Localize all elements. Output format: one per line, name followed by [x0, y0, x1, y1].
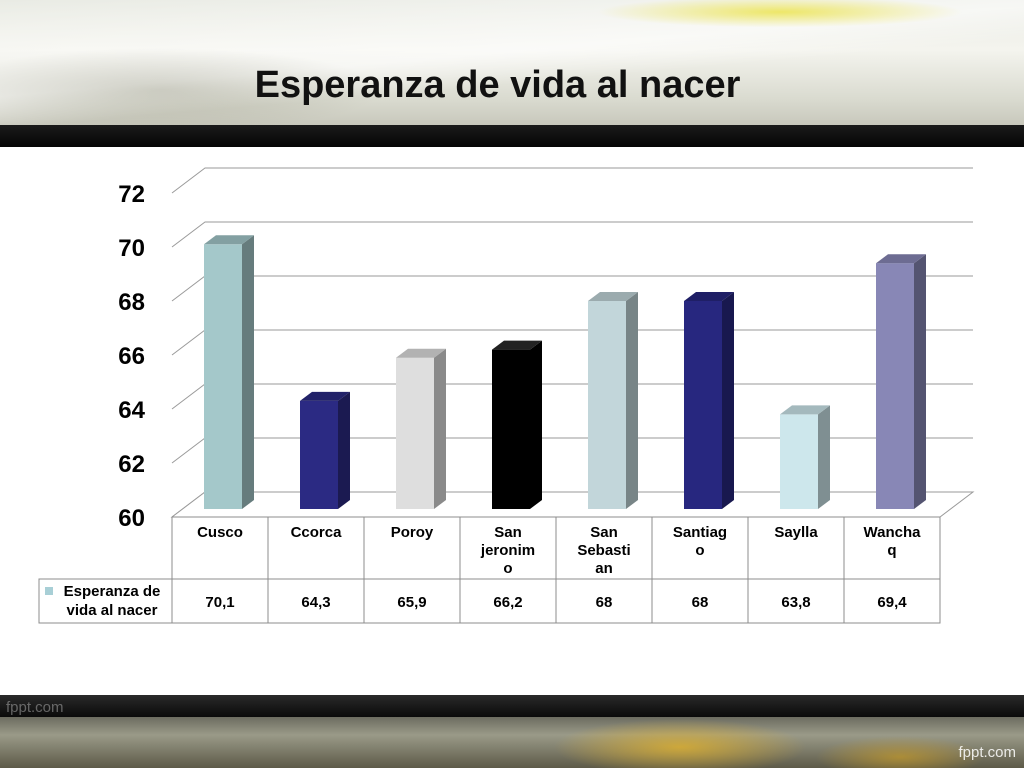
y-tick-label: 68	[118, 289, 145, 316]
y-tick-label: 66	[118, 343, 145, 370]
data-value-label: 64,3	[301, 594, 330, 611]
chart-back-wall	[170, 167, 975, 518]
data-value-label: 68	[692, 594, 709, 611]
y-tick-label: 60	[118, 505, 145, 532]
x-category-label: Wancha q	[864, 524, 922, 559]
data-value-label: 70,1	[205, 594, 234, 611]
y-tick-label: 64	[118, 397, 145, 424]
top-banner-streak	[0, 0, 1024, 125]
data-value-label: 66,2	[493, 594, 522, 611]
x-category-label: Ccorca	[291, 524, 343, 541]
chart-data-table: Cusco Ccorca Poroy San jeronim o San Sebasti an S…	[38, 516, 941, 624]
x-category-label: San jeronim o	[480, 524, 535, 577]
data-value-label: 69,4	[877, 594, 907, 611]
chart-bars	[204, 235, 926, 510]
x-category-label: San Sebasti an	[577, 524, 630, 577]
watermark-right: fppt.com	[958, 744, 1016, 761]
bottom-divider-bar	[0, 695, 1024, 717]
bar	[588, 292, 638, 509]
bottom-banner	[0, 717, 1024, 768]
data-value-label: 63,8	[781, 594, 810, 611]
top-divider-bar	[0, 125, 1024, 147]
y-tick-label: 62	[118, 451, 145, 478]
gridline	[171, 167, 973, 194]
x-category-label: Santiag o	[673, 524, 727, 559]
bar	[780, 405, 830, 509]
y-tick-label: 72	[118, 181, 145, 208]
bar	[492, 340, 542, 509]
bar	[876, 254, 926, 509]
bar	[684, 292, 734, 509]
legend-swatch	[45, 587, 53, 595]
data-value-label: 68	[596, 594, 613, 611]
bar	[396, 348, 446, 509]
x-category-label: Poroy	[391, 524, 434, 541]
watermark-left: fppt.com	[6, 699, 64, 716]
y-tick-label: 70	[118, 235, 145, 262]
chart-wall	[172, 168, 973, 517]
gridline	[171, 221, 973, 248]
x-category-label: Cusco	[197, 524, 243, 541]
y-axis-tick-labels: 60 62 64 66 68 70 72	[118, 181, 145, 532]
slide-title: Esperanza de vida al nacer	[254, 64, 741, 106]
data-value-label: 65,9	[397, 594, 426, 611]
chart-floor	[170, 491, 975, 518]
bar	[204, 235, 254, 510]
x-category-label: Saylla	[774, 524, 818, 541]
series-name-label: Esperanza de vida al nacer	[64, 583, 161, 619]
bar	[300, 391, 350, 509]
